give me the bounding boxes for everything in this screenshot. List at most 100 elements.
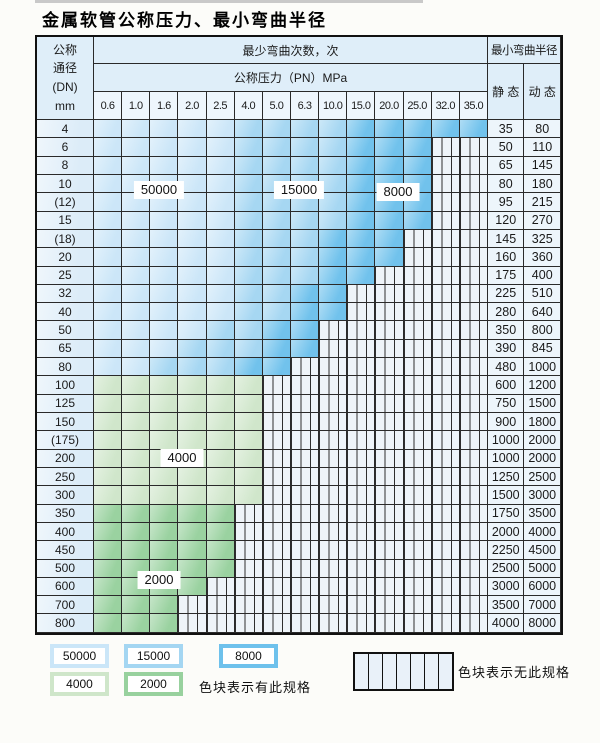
no-spec-cell	[319, 577, 348, 597]
spec-cell	[178, 174, 207, 194]
dn-cell: 150	[37, 413, 94, 432]
spec-cell	[403, 211, 432, 230]
spec-cell	[262, 339, 291, 359]
spec-cell	[122, 486, 151, 505]
static-radius-cell: 390	[487, 339, 525, 359]
pressure-value-header: 25.0	[403, 92, 432, 120]
no-spec-cell	[403, 321, 432, 340]
no-spec-cell	[234, 596, 263, 615]
no-spec-cell	[375, 596, 404, 615]
spec-cell	[262, 266, 291, 285]
spec-cell	[206, 266, 235, 285]
spec-cell	[150, 156, 179, 175]
no-spec-cell	[319, 431, 348, 450]
pressure-value-header: 1.0	[122, 92, 151, 120]
no-spec-cell	[431, 229, 460, 249]
spec-cell	[178, 120, 207, 139]
legend-no-spec-swatch	[353, 652, 454, 691]
spec-cell	[150, 614, 179, 633]
no-spec-cell	[403, 248, 432, 267]
pressure-value-header: 0.6	[94, 92, 123, 120]
bend-cycles-header: 最少弯曲次数，次	[94, 37, 488, 64]
no-spec-cell	[403, 467, 432, 487]
dynamic-radius-cell: 360	[524, 248, 561, 267]
no-spec-cell	[403, 376, 432, 395]
no-spec-cell	[431, 248, 460, 267]
spec-cell	[206, 248, 235, 267]
no-spec-cell	[262, 559, 291, 578]
no-spec-cell	[290, 467, 320, 487]
spec-cell	[206, 229, 235, 249]
static-radius-cell: 600	[487, 376, 525, 395]
spec-cell	[290, 284, 320, 304]
dynamic-radius-cell: 7000	[524, 596, 561, 615]
no-spec-cell	[459, 156, 488, 175]
no-spec-cell	[459, 358, 488, 377]
spec-cell	[375, 138, 404, 157]
cycle-count-label: 2000	[137, 571, 181, 589]
no-spec-cell	[403, 559, 432, 578]
dynamic-radius-cell: 270	[524, 211, 561, 230]
cycle-count-label: 8000	[376, 183, 420, 201]
no-spec-cell	[290, 431, 320, 450]
no-spec-cell	[459, 522, 488, 542]
spec-cell	[178, 431, 207, 450]
spec-cell	[206, 120, 235, 139]
no-spec-cell	[375, 339, 404, 359]
dynamic-radius-cell: 2000	[524, 431, 561, 450]
spec-cell	[94, 559, 123, 578]
no-spec-cell	[403, 303, 432, 322]
dynamic-radius-cell: 845	[524, 339, 561, 359]
spec-cell	[122, 138, 151, 157]
dynamic-radius-cell: 800	[524, 321, 561, 340]
dynamic-radius-cell: 325	[524, 229, 561, 249]
no-spec-cell	[403, 229, 432, 249]
no-spec-cell	[234, 541, 263, 560]
legend-has-spec-text: 色块表示有此规格	[199, 680, 312, 695]
no-spec-cell	[319, 541, 348, 560]
spec-cell	[347, 211, 376, 230]
spec-cell	[234, 376, 263, 395]
spec-cell	[178, 486, 207, 505]
spec-cell	[347, 266, 376, 285]
no-spec-cell	[290, 522, 320, 542]
spec-cell	[319, 174, 348, 194]
static-radius-cell: 1750	[487, 504, 525, 523]
spec-cell	[122, 431, 151, 450]
no-spec-cell	[431, 559, 460, 578]
no-spec-cell	[319, 614, 348, 633]
legend-swatch-label: 15000	[128, 648, 179, 664]
no-spec-cell	[347, 321, 376, 340]
spec-cell	[290, 138, 320, 157]
spec-cell	[319, 193, 348, 212]
static-radius-cell: 1000	[487, 449, 525, 468]
no-spec-cell	[403, 577, 432, 597]
spec-cell	[150, 413, 179, 432]
dn-header-line: 通径	[52, 61, 77, 76]
spec-cell	[150, 486, 179, 505]
spec-cell	[234, 431, 263, 450]
spec-cell	[262, 138, 291, 157]
static-column-header: 静 态	[487, 64, 525, 120]
spec-cell	[206, 394, 235, 413]
spec-cell	[178, 522, 207, 542]
no-spec-cell	[431, 376, 460, 395]
spec-cell	[234, 339, 263, 359]
legend-no-spec-cell	[369, 654, 383, 689]
dn-cell: 80	[37, 358, 94, 377]
no-spec-cell	[459, 303, 488, 322]
spec-cell	[262, 303, 291, 322]
no-spec-cell	[290, 541, 320, 560]
dn-cell: (18)	[37, 229, 94, 249]
spec-cell	[178, 229, 207, 249]
pressure-value-header: 4.0	[234, 92, 263, 120]
no-spec-cell	[234, 504, 263, 523]
spec-cell	[150, 467, 179, 487]
spec-cell	[94, 413, 123, 432]
dn-column-header: 公称 通径 (DN) mm	[37, 37, 94, 120]
legend-no-spec-cell	[439, 654, 452, 689]
dn-cell: 50	[37, 321, 94, 340]
spec-cell	[178, 284, 207, 304]
no-spec-cell	[459, 193, 488, 212]
dn-cell: (175)	[37, 431, 94, 450]
